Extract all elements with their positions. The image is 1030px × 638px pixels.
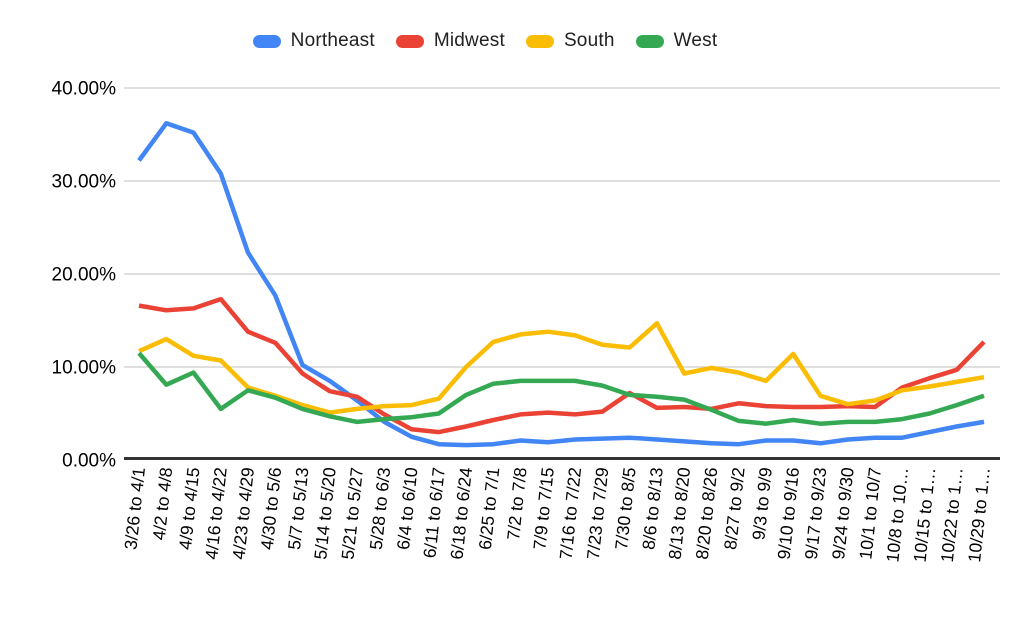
x-axis-tick-label: 10/8 to 10…: [882, 466, 912, 563]
x-axis-tick-label: 4/23 to 4/29: [228, 466, 258, 560]
x-axis-tick-label: 9/17 to 9/23: [801, 466, 831, 560]
legend-swatch-northeast: [252, 34, 281, 48]
chart-legend: Northeast Midwest South West: [0, 30, 1000, 52]
x-axis-tick-label: 9/24 to 9/30: [828, 466, 858, 560]
legend-swatch-west: [635, 34, 664, 48]
legend-label-northeast: Northeast: [290, 30, 375, 51]
x-axis-tick-label: 8/20 to 8/26: [692, 466, 722, 560]
legend-item-northeast: Northeast: [252, 30, 375, 52]
x-axis-tick-label: 6/11 to 6/17: [419, 466, 448, 559]
legend-label-midwest: Midwest: [433, 30, 505, 51]
legend-item-midwest: Midwest: [395, 30, 505, 52]
x-axis-tick-label: 4/16 to 4/22: [201, 466, 231, 560]
x-axis-tick-label: 3/26 to 4/1: [120, 466, 149, 550]
x-axis-tick-label: 4/9 to 4/15: [175, 466, 204, 550]
y-axis-tick-label: 10.00%: [52, 358, 117, 379]
legend-swatch-south: [525, 34, 554, 48]
series-line-midwest: [138, 296, 986, 435]
series-line-northeast: [137, 121, 985, 448]
x-axis-tick-label: 6/25 to 7/1: [475, 466, 504, 550]
x-axis-tick-label: 7/9 to 7/15: [529, 466, 558, 550]
x-axis-tick-label: 6/4 to 6/10: [393, 466, 422, 551]
x-axis-tick-label: 7/23 to 7/29: [583, 466, 613, 560]
y-axis-tick-label: 0.00%: [62, 451, 116, 472]
x-axis-tick-label: 9/3 to 9/9: [748, 466, 776, 541]
x-axis-tick-label: 8/13 to 8/20: [665, 466, 695, 560]
y-axis-tick-label: 20.00%: [52, 265, 117, 286]
y-axis-tick-label: 30.00%: [52, 172, 117, 193]
x-axis-tick-label: 10/1 to 10/7: [855, 466, 885, 560]
x-axis-tick-label: 9/10 to 9/16: [774, 466, 804, 560]
x-axis-tick-label: 5/21 to 5/27: [337, 466, 367, 560]
x-axis-tick-label: 8/27 to 9/2: [720, 466, 749, 550]
y-axis-tick-label: 40.00%: [52, 79, 117, 100]
x-axis-tick-label: 7/16 to 7/22: [556, 466, 586, 560]
legend-label-south: South: [563, 30, 615, 51]
x-axis-tick-label: 10/15 to 1…: [910, 466, 940, 563]
x-axis-tick-label: 10/29 to 1…: [964, 466, 994, 563]
legend-item-west: West: [635, 30, 718, 52]
series-line-west: [137, 351, 985, 426]
x-axis-tick-label: 5/28 to 6/3: [366, 466, 395, 550]
legend-label-west: West: [673, 30, 718, 51]
legend-item-south: South: [525, 30, 615, 52]
x-axis-tick-label: 8/6 to 8/13: [638, 466, 667, 550]
x-axis-tick-label: 7/2 to 7/8: [503, 466, 531, 541]
x-axis-tick-label: 10/22 to 1…: [937, 466, 967, 563]
x-axis-tick-label: 4/30 to 5/6: [257, 466, 286, 550]
x-axis-tick-label: 5/14 to 5/20: [310, 466, 340, 560]
x-axis-tick-label: 4/2 to 4/8: [149, 466, 177, 541]
legend-swatch-midwest: [395, 34, 424, 48]
x-axis-tick-label: 6/18 to 6/24: [447, 466, 477, 560]
x-axis-tick-label: 7/30 to 8/5: [611, 466, 640, 550]
x-axis-tick-label: 5/7 to 5/13: [284, 466, 313, 550]
